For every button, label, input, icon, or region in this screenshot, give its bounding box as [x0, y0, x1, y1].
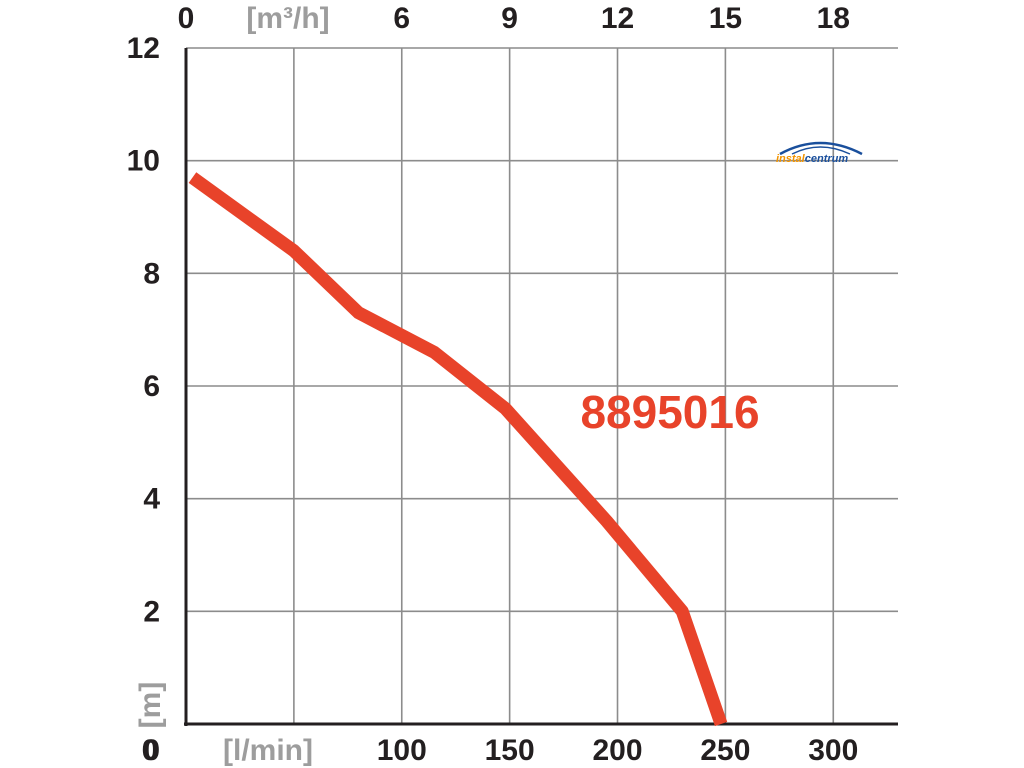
x-tick-label: 100 [377, 734, 427, 767]
y-unit-label: [m] [134, 682, 167, 729]
model-number-label: 8895016 [580, 386, 759, 438]
y-tick-label: 10 [127, 145, 160, 178]
axes [184, 48, 898, 726]
y-tick-label: 0 [143, 734, 160, 767]
x2-tick-label: 15 [709, 2, 742, 35]
instalcentrum-logo: instalcentrum [776, 141, 863, 165]
series [188, 172, 728, 727]
x2-unit-label: [m³/h] [246, 2, 329, 35]
y-tick-label: 6 [143, 370, 160, 403]
x2-tick-label: 12 [601, 2, 634, 35]
x2-tick-label: 0 [178, 2, 195, 35]
x2-tick-label: 18 [817, 2, 850, 35]
x-tick-label: 0 [142, 734, 159, 767]
x-unit-label: [l/min] [223, 734, 313, 767]
y-tick-label: 12 [127, 32, 160, 65]
y-tick-label: 8 [143, 257, 160, 290]
pump-curve-line [188, 172, 728, 727]
x-tick-label: 200 [592, 734, 642, 767]
y-tick-label: 2 [143, 595, 160, 628]
x2-tick-label: 9 [501, 2, 518, 35]
x2-tick-label: 6 [393, 2, 410, 35]
x-tick-label: 300 [808, 734, 858, 767]
y-tick-label: 4 [143, 483, 160, 516]
x-tick-label: 150 [485, 734, 535, 767]
x-tick-label: 250 [700, 734, 750, 767]
grid [186, 47, 898, 724]
logo-text: instalcentrum [776, 153, 848, 165]
